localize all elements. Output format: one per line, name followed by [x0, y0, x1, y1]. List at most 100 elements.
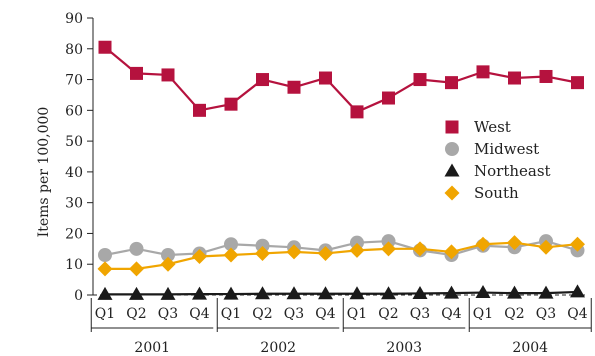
- group-label: 2003: [386, 340, 422, 356]
- legend-marker: [444, 185, 460, 201]
- series-line: [105, 241, 578, 270]
- data-point: [97, 261, 113, 277]
- data-point: [538, 239, 554, 255]
- x-tick-label: Q3: [536, 306, 556, 322]
- data-point: [413, 73, 427, 87]
- data-point: [444, 244, 459, 260]
- data-point: [130, 66, 143, 80]
- data-point: [98, 40, 112, 54]
- x-tick-label: Q2: [126, 306, 146, 322]
- data-point: [318, 286, 333, 300]
- data-point: [160, 286, 176, 300]
- x-tick-label: Q2: [378, 306, 398, 322]
- data-point: [475, 236, 491, 252]
- data-point: [224, 237, 238, 252]
- data-point: [381, 286, 396, 300]
- series-line: [105, 290, 578, 296]
- data-point: [286, 286, 302, 300]
- data-point: [350, 105, 364, 119]
- data-point: [445, 76, 458, 90]
- data-point: [223, 286, 239, 300]
- x-tick-label: Q1: [347, 306, 367, 322]
- y-tick-label: 80: [65, 42, 83, 58]
- data-point: [350, 235, 364, 250]
- data-point: [192, 286, 207, 300]
- data-point: [538, 285, 554, 299]
- x-tick-label: Q1: [221, 306, 241, 322]
- data-point: [161, 247, 175, 262]
- data-point: [287, 80, 301, 94]
- series-line: [104, 46, 578, 114]
- x-tick-label: Q3: [284, 306, 304, 322]
- data-point: [255, 286, 270, 300]
- legend-item: Northeast: [444, 162, 551, 180]
- data-point: [507, 235, 522, 251]
- series-line: [104, 240, 578, 257]
- y-tick-label: 50: [65, 134, 83, 150]
- data-point: [444, 285, 459, 299]
- data-point: [381, 241, 396, 257]
- data-point: [381, 234, 396, 249]
- group-label: 2002: [260, 340, 296, 356]
- data-point: [319, 71, 332, 85]
- data-point: [224, 97, 238, 111]
- legend-marker: [445, 120, 459, 134]
- data-point: [255, 238, 270, 253]
- data-point: [192, 249, 207, 265]
- data-point: [349, 286, 365, 300]
- data-point: [129, 261, 144, 277]
- data-point: [129, 241, 144, 256]
- data-point: [97, 286, 113, 300]
- data-point: [318, 245, 333, 261]
- x-tick-label: Q2: [504, 306, 524, 322]
- series-west: [98, 40, 584, 119]
- data-point: [412, 285, 428, 299]
- data-point: [570, 236, 585, 252]
- legend-label: Northeast: [474, 162, 551, 180]
- data-point: [286, 244, 302, 260]
- legend-item: West: [445, 118, 511, 136]
- y-tick-label: 70: [65, 73, 83, 89]
- legend-label: South: [474, 184, 519, 202]
- data-point: [507, 285, 522, 299]
- data-point: [256, 73, 269, 87]
- data-point: [255, 245, 270, 261]
- data-point: [98, 247, 112, 262]
- x-tick-label: Q1: [473, 306, 493, 322]
- data-point: [349, 242, 365, 258]
- data-point: [193, 103, 206, 117]
- y-tick-label: 20: [65, 226, 83, 242]
- legend-label: West: [474, 118, 511, 136]
- x-tick-label: Q4: [567, 306, 587, 322]
- group-label: 2001: [134, 340, 170, 356]
- legend-marker: [444, 163, 460, 177]
- group-label: 2004: [512, 340, 548, 356]
- x-tick-label: Q4: [189, 306, 209, 322]
- series-south: [97, 235, 585, 277]
- y-tick-label: 0: [74, 288, 83, 304]
- data-point: [223, 247, 239, 263]
- x-tick-label: Q4: [315, 306, 335, 322]
- y-tick-label: 90: [65, 11, 83, 27]
- data-point: [412, 241, 428, 257]
- data-point: [161, 68, 175, 82]
- legend: West Midwest Northeast South: [444, 118, 551, 202]
- y-tick-label: 40: [65, 165, 83, 181]
- x-tick-label: Q1: [95, 306, 115, 322]
- x-tick-label: Q4: [441, 306, 461, 322]
- data-point: [539, 69, 553, 83]
- data-point: [571, 76, 584, 90]
- series-layer: [97, 40, 585, 300]
- axes: 0 10 20 30 40 50 60 70 80 90 Q1 Q2 Q3 Q4 Q1 Q2 Q3 Q4 Q1 Q2 Q…: [65, 11, 592, 356]
- y-axis-title: Items per 100,000: [36, 107, 52, 238]
- data-point: [508, 71, 521, 85]
- data-point: [160, 256, 176, 272]
- x-tick-label: Q2: [252, 306, 272, 322]
- legend-marker: [445, 142, 459, 156]
- y-tick-label: 60: [65, 103, 83, 119]
- series-northeast: [97, 284, 585, 300]
- x-tick-label: Q3: [410, 306, 430, 322]
- legend-label: Midwest: [474, 140, 539, 158]
- y-tick-label: 30: [65, 196, 83, 212]
